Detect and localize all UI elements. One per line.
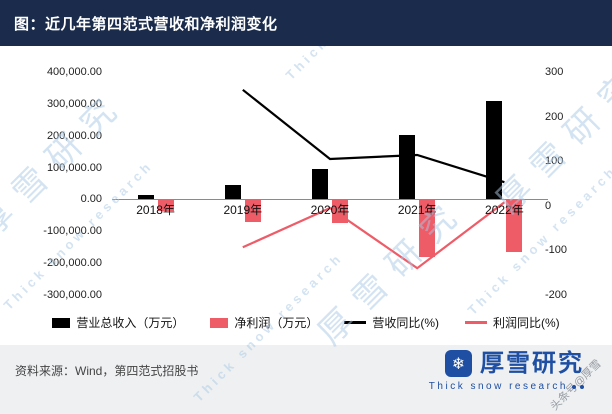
legend-item: 利润同比(%)	[465, 314, 560, 331]
x-axis-label: 2018年	[136, 203, 175, 218]
bar-revenue	[399, 135, 416, 200]
legend-label: 营业总收入（万元）	[76, 316, 185, 330]
brand-subtitle: Thick snow research	[428, 381, 568, 392]
x-axis-label: 2021年	[397, 203, 437, 218]
source-note: 资料来源：Wind，第四范式招股书	[15, 364, 199, 378]
logo-dot	[572, 384, 576, 389]
x-axis-label: 2020年	[310, 203, 350, 218]
plot-area	[112, 72, 548, 295]
y-axis-right-tick: 200	[545, 110, 564, 123]
x-axis-zero-line	[112, 199, 548, 200]
legend-label: 利润同比(%)	[493, 316, 560, 330]
snowflake-logo-icon: ❄	[445, 350, 472, 377]
legend-bar-swatch	[52, 317, 71, 328]
legend-label: 净利润（万元）	[234, 316, 319, 330]
y-axis-right-tick: -200	[545, 289, 568, 301]
bar-revenue	[137, 195, 154, 200]
y-axis-right-tick: 0	[545, 199, 552, 212]
legend-line-swatch	[344, 321, 367, 324]
bar-revenue	[224, 184, 241, 200]
legend-item: 营业总收入（万元）	[52, 314, 184, 331]
brand-subtitle-row: Thick snow research	[429, 381, 584, 392]
x-axis-label: 2019年	[223, 203, 263, 218]
line-series-layer	[242, 88, 506, 270]
y-axis-left-tick: 100,000.00	[46, 161, 102, 174]
y-axis-left-tick: -300,000.00	[43, 289, 102, 301]
y-axis-left-tick: 400,000.00	[46, 66, 102, 78]
y-axis-left-tick: 200,000.00	[46, 129, 102, 142]
bar-net-profit	[157, 199, 174, 212]
header-bar: 图：近几年第四范式营收和净利润变化	[0, 0, 612, 46]
legend-label: 营收同比(%)	[372, 316, 440, 330]
y-axis-left-tick: -100,000.00	[43, 225, 102, 238]
line-profit-yoy	[242, 201, 506, 270]
footer-bar	[0, 345, 612, 414]
brand-name: 厚雪研究	[480, 350, 584, 377]
chart-title: 图：近几年第四范式营收和净利润变化	[14, 15, 278, 33]
legend-bar-swatch	[210, 317, 229, 328]
y-axis-right-tick: -100	[545, 244, 568, 257]
logo-dot	[580, 384, 584, 389]
y-axis-left-tick: 0.00	[80, 193, 102, 206]
legend-item: 营收同比(%)	[344, 314, 439, 331]
bar-net-profit	[506, 199, 523, 253]
bar-net-profit	[244, 199, 261, 223]
y-axis-right-tick: 100	[545, 155, 564, 168]
legend-line-swatch	[465, 321, 488, 324]
legend: 营业总收入（万元） 净利润（万元） 营收同比(%) 利润同比(%)	[0, 314, 612, 331]
bar-revenue	[312, 169, 328, 200]
y-axis-left-tick: 300,000.00	[46, 97, 102, 110]
bar-revenue	[486, 101, 503, 200]
bar-net-profit	[419, 199, 436, 257]
x-axis-label: 2022年	[485, 203, 524, 218]
line-revenue-yoy	[242, 88, 505, 184]
y-axis-left-tick: -200,000.00	[43, 257, 102, 270]
y-axis-right-tick: 300	[545, 66, 564, 78]
legend-item: 净利润（万元）	[210, 314, 318, 331]
brand-logo: ❄ 厚雪研究 Thick snow research	[429, 350, 584, 392]
